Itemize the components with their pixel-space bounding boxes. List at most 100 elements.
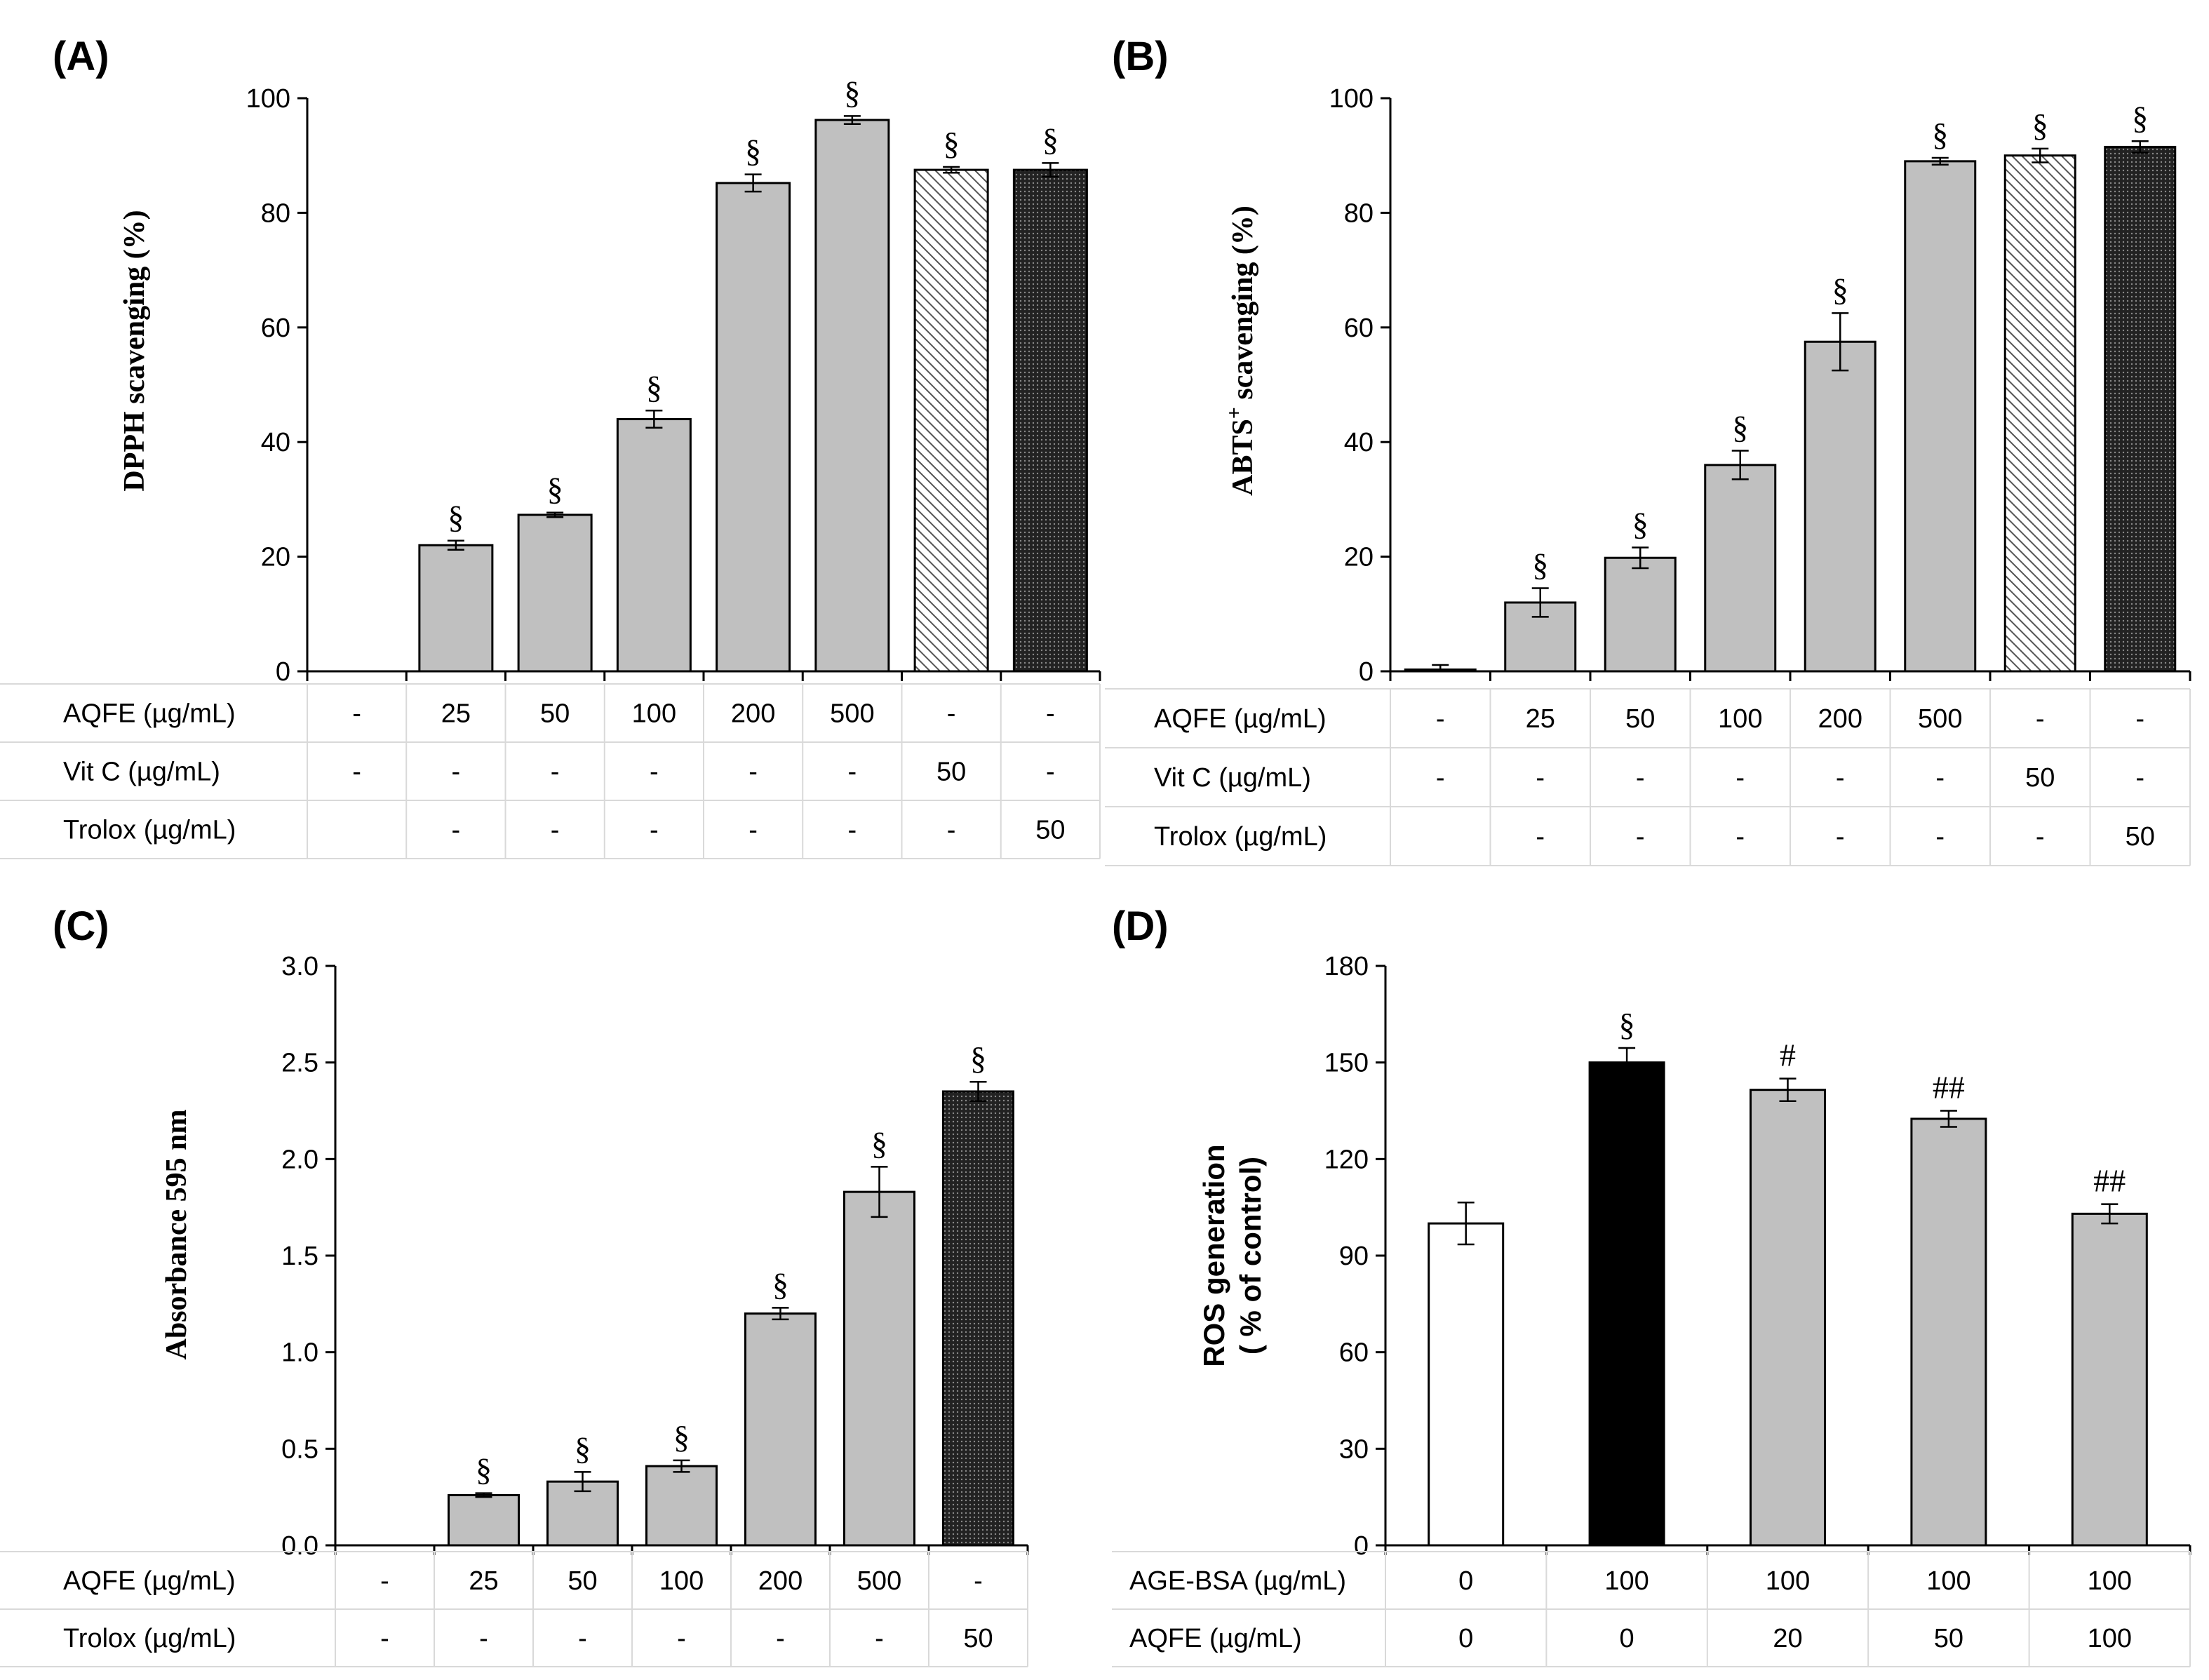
- table-cell: 25: [441, 699, 471, 729]
- table-cell: 25: [1526, 704, 1555, 734]
- table-cell: -: [650, 816, 659, 845]
- y-tick-label: 60: [1344, 314, 1374, 343]
- table-cell: 500: [1918, 704, 1962, 734]
- table-cell: -: [650, 758, 659, 787]
- significance-mark: §: [1732, 409, 1748, 445]
- panel-label: (D): [1112, 903, 1169, 949]
- significance-mark: §: [871, 1125, 887, 1161]
- y-tick-label: 120: [1324, 1145, 1369, 1174]
- table-cell: -: [1046, 699, 1055, 729]
- significance-mark: §: [944, 126, 960, 161]
- significance-mark: §: [1832, 271, 1848, 307]
- y-axis-label: ABTS+ scavenging (%): [1223, 206, 1260, 496]
- significance-mark: §: [1532, 547, 1548, 583]
- table-cell: -: [748, 816, 758, 845]
- significance-mark: §: [970, 1040, 986, 1076]
- bar: [1804, 340, 1876, 673]
- bar: [744, 1312, 817, 1547]
- table-cell: -: [1836, 763, 1845, 793]
- y-tick-label: 60: [261, 314, 290, 343]
- bar: [942, 1090, 1014, 1547]
- y-tick-label: 30: [1339, 1434, 1369, 1464]
- table-row-label: AQFE (µg/mL): [1129, 1624, 1302, 1653]
- significance-mark: §: [745, 133, 761, 169]
- table-cell: 50: [1035, 816, 1065, 845]
- significance-mark: §: [2132, 100, 2148, 135]
- table-cell: -: [1536, 763, 1545, 793]
- table-cell: -: [748, 758, 758, 787]
- significance-mark: ##: [1933, 1070, 1965, 1106]
- table-cell: -: [875, 1624, 884, 1653]
- y-tick-label: 80: [1344, 199, 1374, 228]
- panel-label: (C): [53, 903, 109, 949]
- y-tick-label: 40: [1344, 428, 1374, 457]
- bar: [616, 418, 692, 673]
- table-cell: -: [848, 816, 857, 845]
- panel-a: (A) 0 20 40 60 80 100 DPPH scavenging (%) § § § § § §…: [0, 34, 1101, 859]
- table-cell: -: [452, 758, 461, 787]
- significance-mark: §: [448, 499, 464, 535]
- table-cell: 500: [830, 699, 874, 729]
- table-cell: -: [677, 1624, 686, 1653]
- panel-label: (A): [53, 34, 109, 79]
- table-cell: -: [1046, 758, 1055, 787]
- bar: [814, 119, 890, 673]
- table-cell: -: [1735, 822, 1745, 852]
- table-cell: -: [947, 699, 956, 729]
- table-cell: -: [551, 758, 560, 787]
- bar: [843, 1190, 915, 1547]
- y-tick-label: 2.0: [281, 1145, 318, 1174]
- table-cell: 100: [2088, 1566, 2132, 1596]
- table-cell: 50: [963, 1624, 993, 1653]
- significance-mark: §: [1619, 1007, 1635, 1042]
- panel-d: (D) 0 30 60 90 120 150 180 ROS generation( % of …: [1112, 903, 2191, 1667]
- bar: [517, 513, 593, 673]
- table-cell: -: [848, 758, 857, 787]
- y-tick-label: 0.5: [281, 1434, 318, 1464]
- significance-mark: §: [2032, 107, 2048, 143]
- significance-mark: §: [772, 1266, 788, 1302]
- y-tick-label: 3.0: [281, 952, 318, 981]
- significance-mark: §: [673, 1419, 690, 1455]
- table-cell: 100: [1766, 1566, 1810, 1596]
- y-tick-label: 0: [276, 657, 290, 687]
- table-cell: -: [452, 816, 461, 845]
- table-cell: 20: [1773, 1624, 1802, 1653]
- y-tick-label: 0.0: [281, 1531, 318, 1561]
- table-row-label: Trolox (µg/mL): [63, 1624, 236, 1653]
- table-cell: -: [1436, 763, 1445, 793]
- significance-mark: §: [476, 1452, 492, 1488]
- y-tick-label: 20: [261, 543, 290, 572]
- table-row-label: Vit C (µg/mL): [63, 758, 220, 787]
- significance-mark: ##: [2093, 1163, 2126, 1199]
- table-row-label: AGE-BSA (µg/mL): [1129, 1566, 1346, 1596]
- table-row-label: Vit C (µg/mL): [1154, 763, 1311, 793]
- bar: [1750, 1089, 1826, 1547]
- y-tick-label: 90: [1339, 1242, 1369, 1271]
- table-cell: 200: [731, 699, 775, 729]
- table-cell: 500: [857, 1566, 901, 1596]
- y-tick-label: 1.5: [281, 1242, 318, 1271]
- table-cell: 50: [540, 699, 570, 729]
- table-row-label: Trolox (µg/mL): [1154, 822, 1327, 852]
- table-cell: -: [1636, 822, 1645, 852]
- table-cell: -: [578, 1624, 587, 1653]
- y-tick-label: 0: [1359, 657, 1374, 687]
- bar: [716, 182, 791, 673]
- panel-label: (B): [1112, 34, 1169, 79]
- table-cell: -: [380, 1566, 389, 1596]
- table-cell: -: [776, 1624, 785, 1653]
- bar: [2104, 145, 2177, 673]
- table-cell: -: [352, 699, 361, 729]
- bar: [1604, 556, 1677, 673]
- table-cell: 100: [1718, 704, 1762, 734]
- y-axis-label: ROS generation: [1197, 1144, 1230, 1366]
- y-tick-label: 1.0: [281, 1338, 318, 1368]
- bar: [1910, 1117, 1987, 1547]
- table-row-label: AQFE (µg/mL): [63, 1566, 236, 1596]
- table-cell: -: [1436, 704, 1445, 734]
- table-cell: -: [1636, 763, 1645, 793]
- significance-mark: §: [575, 1430, 591, 1466]
- table-row-label: Trolox (µg/mL): [63, 816, 236, 845]
